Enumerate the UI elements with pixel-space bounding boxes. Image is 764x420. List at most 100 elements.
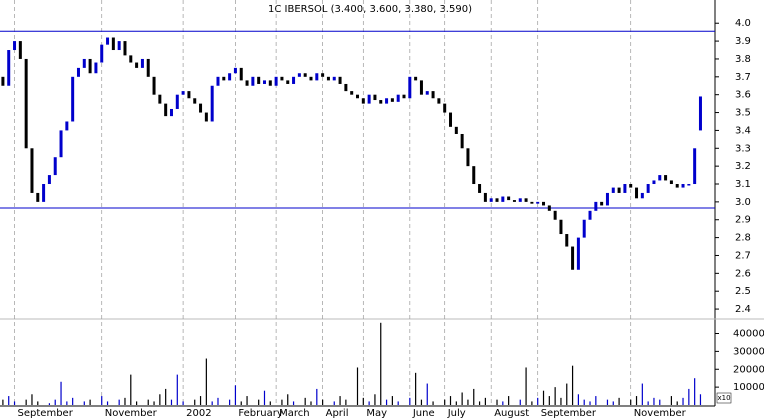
volume-bar [432, 401, 434, 405]
volume-bar [566, 383, 568, 405]
x-tick-label: August [494, 408, 529, 419]
candle [431, 91, 435, 99]
candle [152, 76, 156, 95]
volume-bar [560, 397, 562, 405]
x-tick-label: February [238, 408, 282, 419]
y-tick-label: 2.9 [735, 215, 751, 226]
volume-bar [688, 388, 690, 405]
candle [257, 76, 261, 84]
volume-bar [234, 385, 237, 405]
volume-bar [368, 401, 370, 405]
candle [646, 184, 650, 193]
volume-bar [356, 367, 359, 405]
candle [350, 91, 354, 95]
candle [123, 41, 127, 56]
volume-bar [676, 401, 678, 405]
candle [472, 166, 476, 185]
volume-bar [583, 399, 585, 405]
candle [199, 103, 203, 113]
volume-bar [391, 396, 393, 405]
volume-bar [508, 396, 510, 405]
volume-bar [525, 367, 527, 405]
candle [536, 201, 540, 204]
candle [605, 192, 609, 206]
volume-bar [153, 401, 155, 405]
candle [82, 58, 86, 68]
volume-bar [72, 397, 74, 405]
volume-bar [670, 396, 673, 405]
candle [373, 94, 377, 101]
candle [315, 73, 319, 81]
volume-bar [362, 397, 364, 405]
candle [361, 98, 365, 104]
volume-bar [577, 394, 579, 405]
candle [94, 62, 98, 74]
candle [629, 184, 633, 188]
x-tick-label: April [326, 408, 349, 419]
candle [640, 192, 644, 199]
volume-bar [606, 399, 609, 405]
x-tick-label: June [412, 408, 435, 419]
candle [181, 91, 185, 95]
volume-tick-label: 10000 [733, 382, 764, 393]
volume-bar [496, 399, 498, 405]
candle [332, 76, 336, 81]
candle [664, 175, 668, 181]
candle [7, 50, 11, 86]
volume-bar [444, 399, 446, 405]
candle [233, 67, 237, 74]
volume-bar [170, 399, 173, 405]
volume-bar [699, 394, 702, 405]
volume-bar [694, 378, 696, 405]
candle [245, 80, 249, 86]
volume-bar [130, 374, 132, 405]
y-tick-label: 3.1 [735, 179, 751, 190]
candle [47, 175, 51, 185]
volume-bar [269, 401, 271, 405]
candle [309, 76, 313, 81]
x-tick-label: September [541, 408, 597, 419]
candle [274, 76, 278, 86]
y-tick-label: 4.0 [735, 18, 751, 29]
y-tick-label: 3.7 [735, 72, 751, 83]
candle [600, 201, 604, 206]
candle [466, 148, 470, 167]
candle [297, 73, 301, 77]
candle [30, 148, 34, 193]
candle [385, 98, 389, 104]
volume-bar [246, 396, 248, 405]
volume-bar [473, 388, 475, 405]
volume-bar [106, 401, 109, 405]
volume-bar [48, 403, 51, 405]
candle [501, 196, 505, 202]
volume-bar [374, 394, 376, 405]
volume-bar [339, 396, 341, 405]
volume-bar [385, 399, 388, 405]
candle [460, 133, 464, 149]
candle [210, 85, 214, 122]
candle [408, 76, 412, 99]
volume-bar [83, 401, 85, 405]
volume-bar [589, 401, 591, 405]
volume-bar [461, 392, 463, 405]
candle [495, 198, 499, 202]
candle [652, 180, 656, 185]
x-tick-label: November [105, 408, 158, 419]
candle [693, 148, 697, 185]
candle [239, 67, 243, 81]
volume-bar [502, 401, 504, 405]
candle [158, 94, 162, 104]
candle [286, 80, 290, 84]
candle [88, 58, 92, 74]
volume-bar [612, 401, 614, 405]
volume-bar [159, 394, 161, 405]
volume-bar [409, 397, 411, 405]
volume-bar [449, 396, 452, 405]
volume-bar [118, 399, 120, 405]
volume-bar [287, 394, 289, 405]
volume-bar [630, 399, 632, 405]
volume-bar [415, 372, 417, 405]
volume-bar [281, 399, 283, 405]
candle [414, 76, 418, 81]
